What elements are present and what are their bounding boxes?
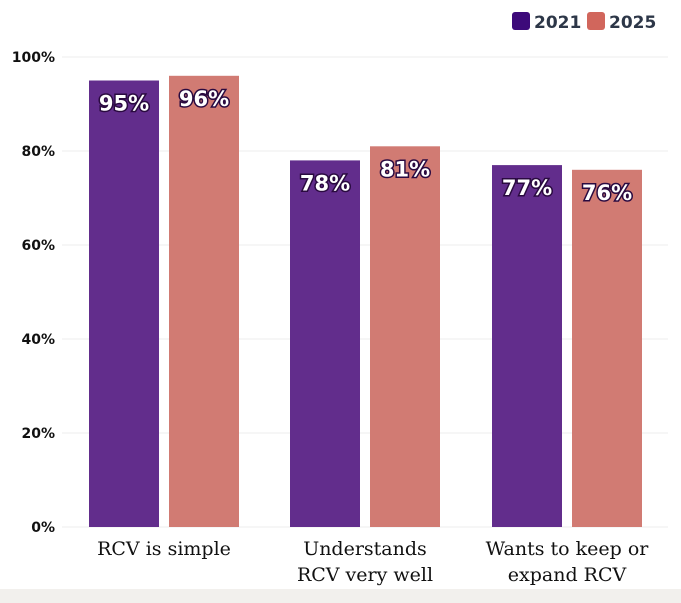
bar-2021	[89, 80, 159, 527]
footer-band	[0, 589, 681, 603]
x-category-label: Wants to keep or	[486, 538, 650, 560]
legend-swatch-2025	[587, 12, 605, 30]
x-category-label: expand RCV	[508, 564, 627, 586]
y-tick-label: 0%	[31, 520, 55, 536]
y-tick-label: 80%	[21, 144, 55, 160]
bar-2021	[290, 160, 360, 527]
data-label: 78%	[300, 171, 350, 195]
data-label: 95%	[99, 92, 149, 116]
y-tick-label: 100%	[12, 50, 55, 66]
bar-2021	[492, 165, 562, 527]
data-label: 76%	[582, 181, 632, 205]
y-tick-label: 40%	[21, 332, 55, 348]
bar-2025	[370, 146, 440, 528]
data-label: 77%	[502, 176, 552, 200]
legend-label: 2025	[609, 13, 656, 33]
data-label: 96%	[179, 87, 229, 111]
data-label: 81%	[380, 157, 430, 181]
legend-label: 2021	[534, 13, 581, 33]
y-tick-label: 60%	[21, 238, 55, 254]
x-category-label: Understands	[303, 538, 427, 560]
bar-2025	[572, 169, 642, 528]
y-tick-label: 20%	[21, 426, 55, 442]
x-category-label: RCV very well	[297, 564, 433, 586]
legend-swatch-2021	[512, 12, 530, 30]
x-category-label: RCV is simple	[97, 538, 231, 560]
bar-2025	[169, 75, 239, 528]
